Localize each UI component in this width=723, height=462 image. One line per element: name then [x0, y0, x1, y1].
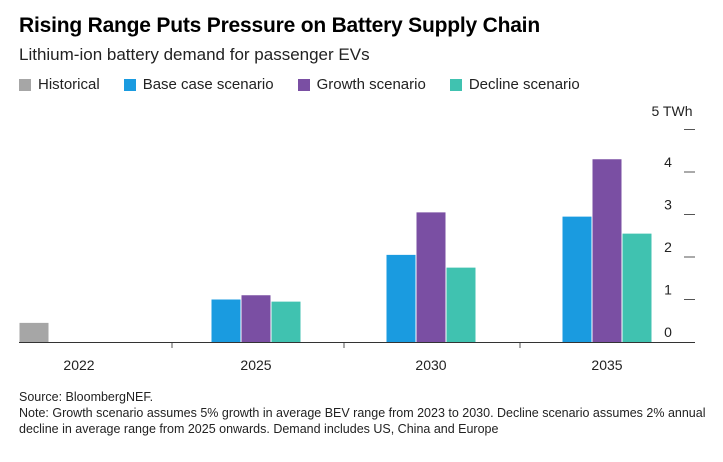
legend-item-decline: Decline scenario [449, 76, 580, 93]
bar-growth-scenario-2025 [241, 295, 271, 342]
y-tick-label: 1 [664, 282, 672, 298]
x-tick-label: 2035 [591, 357, 622, 373]
bar-decline-scenario-2035 [622, 233, 652, 342]
bar-base-case-scenario-2035 [562, 216, 592, 342]
legend-label-historical: Historical [38, 76, 100, 93]
legend-item-growth: Growth scenario [297, 76, 426, 93]
bar-base-case-scenario-2030 [386, 254, 416, 342]
legend-swatch-base-case [123, 78, 136, 91]
chart-subtitle: Lithium-ion battery demand for passenger… [19, 45, 370, 64]
x-tick-label: 2022 [63, 357, 94, 373]
bar-chart: 0 1 2 3 4 5 TWh 2022 2025 2030 2035 [19, 103, 695, 373]
source-note: Source: BloombergNEF. [19, 390, 154, 404]
legend-item-base-case: Base case scenario [123, 76, 274, 93]
bar-decline-scenario-2030 [446, 267, 476, 342]
y-tick-label: 5 TWh [652, 103, 693, 119]
bar-growth-scenario-2030 [416, 212, 446, 342]
legend-label-decline: Decline scenario [468, 76, 580, 93]
bar-base-case-scenario-2025 [211, 299, 241, 342]
chart-title: Rising Range Puts Pressure on Battery Su… [19, 14, 540, 37]
y-tick-label: 4 [664, 154, 672, 170]
legend: Historical Base case scenario Growth sce… [19, 76, 604, 93]
bar-growth-scenario-2035 [592, 159, 622, 342]
legend-swatch-growth [297, 78, 310, 91]
x-tick-label: 2030 [415, 357, 446, 373]
legend-swatch-decline [449, 78, 462, 91]
legend-swatch-historical [19, 78, 31, 91]
legend-item-historical: Historical [19, 76, 100, 93]
y-tick-label: 0 [664, 324, 672, 340]
bar-historical-2022 [19, 322, 49, 342]
bar-decline-scenario-2025 [271, 301, 301, 342]
y-tick-label: 3 [664, 197, 672, 213]
legend-label-base-case: Base case scenario [142, 76, 274, 93]
y-tick-label: 2 [664, 239, 672, 255]
legend-label-growth: Growth scenario [316, 76, 426, 93]
x-tick-label: 2025 [240, 357, 271, 373]
footnote: Note: Growth scenario assumes 5% growth … [19, 406, 706, 436]
